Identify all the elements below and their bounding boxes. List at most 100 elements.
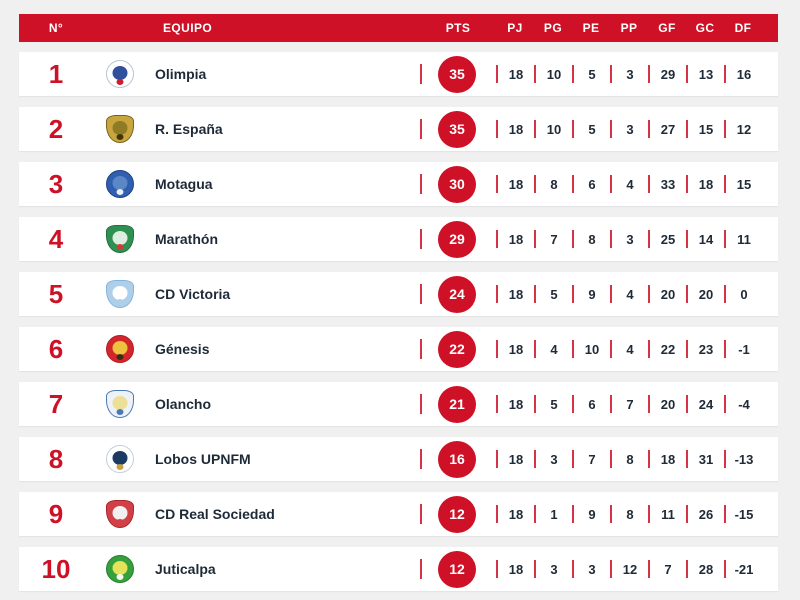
stat-value: 18 bbox=[508, 451, 524, 467]
table-body: 1 Olimpia 35 18 10 5 3 29 13 16 2 R. España bbox=[19, 52, 778, 591]
stat-unit: 24 bbox=[686, 395, 724, 413]
separator-bar bbox=[496, 175, 498, 193]
team-logo-wrap bbox=[93, 60, 147, 88]
team-logo-wrap bbox=[93, 555, 147, 583]
points-badge: 29 bbox=[438, 220, 476, 258]
crest-inner bbox=[112, 120, 128, 135]
team-stats: 30 18 8 6 4 33 18 15 bbox=[420, 165, 762, 203]
motagua-crest-icon bbox=[106, 170, 134, 198]
stat-value: 18 bbox=[508, 121, 524, 137]
team-row[interactable]: 6 Génesis 22 18 4 10 4 22 23 -1 bbox=[19, 327, 778, 371]
team-name: Olancho bbox=[155, 396, 212, 412]
team-rank: 6 bbox=[48, 334, 64, 364]
points-badge: 12 bbox=[438, 550, 476, 588]
crest-inner bbox=[112, 230, 128, 245]
separator-bar bbox=[496, 505, 498, 523]
stat-cells: 18 7 8 3 25 14 11 bbox=[496, 230, 762, 248]
stat-unit: 11 bbox=[648, 505, 686, 523]
stat-value: 29 bbox=[660, 66, 676, 82]
stat-cells: 18 5 9 4 20 20 0 bbox=[496, 285, 762, 303]
separator-bar bbox=[610, 175, 612, 193]
team-row[interactable]: 10 Juticalpa 12 18 3 3 12 7 28 -21 bbox=[19, 547, 778, 591]
team-row[interactable]: 4 Marathón 29 18 7 8 3 25 14 11 bbox=[19, 217, 778, 261]
separator-bar bbox=[648, 120, 650, 138]
stat-unit: 18 bbox=[496, 340, 534, 358]
stat-value: 1 bbox=[550, 506, 558, 522]
stat-value: 15 bbox=[698, 121, 714, 137]
crest-accent bbox=[116, 189, 124, 195]
team-name: Lobos UPNFM bbox=[155, 451, 251, 467]
stat-unit: 3 bbox=[610, 120, 648, 138]
stat-value: 20 bbox=[698, 286, 714, 302]
team-row[interactable]: 8 Lobos UPNFM 16 18 3 7 8 18 31 -13 bbox=[19, 437, 778, 481]
points-badge: 24 bbox=[438, 275, 476, 313]
stat-unit: 5 bbox=[534, 285, 572, 303]
separator-bar bbox=[686, 230, 688, 248]
team-row[interactable]: 1 Olimpia 35 18 10 5 3 29 13 16 bbox=[19, 52, 778, 96]
stat-unit: 8 bbox=[610, 450, 648, 468]
separator-bar bbox=[496, 340, 498, 358]
stat-value: 8 bbox=[550, 176, 558, 192]
stat-unit: 18 bbox=[496, 285, 534, 303]
stat-unit: 0 bbox=[724, 285, 762, 303]
stat-cells: 18 10 5 3 27 15 12 bbox=[496, 120, 762, 138]
header-gc: GC bbox=[695, 21, 715, 35]
stat-unit: 20 bbox=[686, 285, 724, 303]
separator-bar bbox=[686, 560, 688, 578]
separator-bar bbox=[420, 449, 422, 469]
stat-unit: 28 bbox=[686, 560, 724, 578]
stat-value: 3 bbox=[550, 451, 558, 467]
stat-value: 24 bbox=[698, 396, 714, 412]
crest-inner bbox=[112, 560, 128, 575]
points-badge: 35 bbox=[438, 110, 476, 148]
stat-value: 9 bbox=[588, 506, 596, 522]
stat-value: 31 bbox=[698, 451, 714, 467]
team-logo-wrap bbox=[93, 500, 147, 528]
crest-inner bbox=[112, 340, 128, 355]
team-row[interactable]: 3 Motagua 30 18 8 6 4 33 18 15 bbox=[19, 162, 778, 206]
stat-value: 15 bbox=[736, 176, 752, 192]
separator-bar bbox=[534, 285, 536, 303]
stat-value: 7 bbox=[664, 561, 672, 577]
separator-bar bbox=[572, 395, 574, 413]
stat-value: 20 bbox=[660, 396, 676, 412]
separator-bar bbox=[724, 450, 726, 468]
team-rank: 1 bbox=[48, 59, 64, 89]
stat-value: 14 bbox=[698, 231, 714, 247]
stat-value: 8 bbox=[626, 451, 634, 467]
points-value: 22 bbox=[449, 341, 465, 357]
stat-unit: 9 bbox=[572, 285, 610, 303]
separator-bar bbox=[610, 505, 612, 523]
stat-value: 5 bbox=[588, 121, 596, 137]
stat-unit: 7 bbox=[572, 450, 610, 468]
team-stats: 35 18 10 5 3 27 15 12 bbox=[420, 110, 762, 148]
stat-cells: 18 3 3 12 7 28 -21 bbox=[496, 560, 762, 578]
stat-unit: 6 bbox=[572, 175, 610, 193]
team-row[interactable]: 9 CD Real Sociedad 12 18 1 9 8 11 26 -15 bbox=[19, 492, 778, 536]
separator-bar bbox=[686, 450, 688, 468]
separator-bar bbox=[610, 230, 612, 248]
stat-unit: 10 bbox=[572, 340, 610, 358]
team-row[interactable]: 5 CD Victoria 24 18 5 9 4 20 20 0 bbox=[19, 272, 778, 316]
separator-bar bbox=[420, 284, 422, 304]
stat-unit: 15 bbox=[724, 175, 762, 193]
header-df: DF bbox=[734, 21, 752, 35]
separator-bar bbox=[420, 119, 422, 139]
team-stats: 29 18 7 8 3 25 14 11 bbox=[420, 220, 762, 258]
header-rank: N° bbox=[48, 21, 64, 35]
stat-value: 7 bbox=[550, 231, 558, 247]
separator-bar bbox=[724, 505, 726, 523]
stat-value: 28 bbox=[698, 561, 714, 577]
olimpia-crest-icon bbox=[106, 60, 134, 88]
points-badge: 16 bbox=[438, 440, 476, 478]
team-name: Motagua bbox=[155, 176, 213, 192]
stat-value: 18 bbox=[508, 506, 524, 522]
team-row[interactable]: 2 R. España 35 18 10 5 3 27 15 12 bbox=[19, 107, 778, 151]
team-stats: 24 18 5 9 4 20 20 0 bbox=[420, 275, 762, 313]
stat-value: 11 bbox=[661, 506, 675, 522]
separator-bar bbox=[420, 559, 422, 579]
genesis-crest-icon bbox=[106, 335, 134, 363]
stat-unit: 8 bbox=[534, 175, 572, 193]
stat-unit: 29 bbox=[648, 65, 686, 83]
team-row[interactable]: 7 Olancho 21 18 5 6 7 20 24 -4 bbox=[19, 382, 778, 426]
